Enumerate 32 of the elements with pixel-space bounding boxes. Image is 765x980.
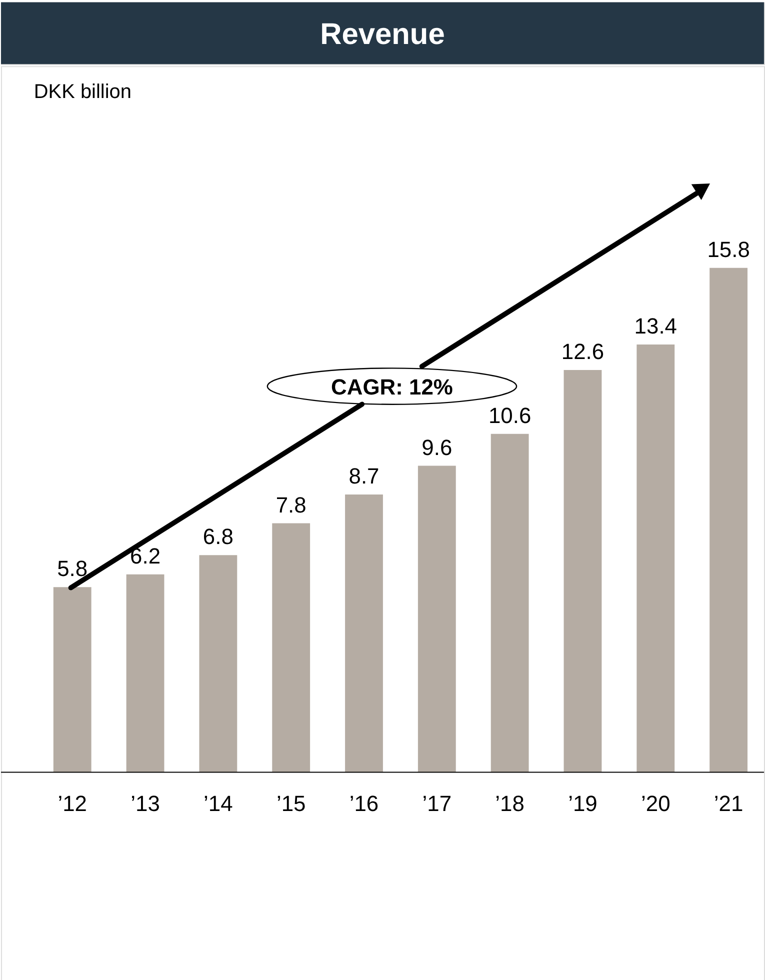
- text: DKK billion: [34, 81, 132, 104]
- data-label: 6.8: [202, 524, 234, 550]
- bar: [490, 434, 529, 772]
- x-tick-label: ’13: [130, 791, 160, 816]
- x-tick-label: ’17: [422, 791, 452, 816]
- bar: [272, 523, 310, 772]
- data-label: 15.8: [707, 236, 750, 262]
- bar: [345, 494, 383, 772]
- data-label: 13.4: [634, 314, 677, 339]
- bar: [636, 344, 675, 772]
- x-tick-label: ’14: [204, 791, 233, 816]
- x-tick-label: ’18: [495, 791, 524, 816]
- bar: [199, 555, 238, 772]
- bar: [53, 587, 92, 772]
- bar: [418, 466, 456, 772]
- x-tick-label: ’21: [714, 791, 744, 816]
- x-tick-label: ’20: [640, 791, 670, 816]
- annotation: CAGR: 12%: [331, 374, 453, 400]
- x-tick-label: ’12: [58, 791, 87, 816]
- data-label: 10.6: [488, 402, 532, 428]
- x-tick-label: ’19: [568, 791, 598, 816]
- x-tick-label: ’15: [276, 791, 306, 816]
- bar: [126, 574, 164, 772]
- data-label: 7.8: [276, 492, 306, 518]
- chart-title: Revenue: [320, 18, 445, 52]
- data-label: 8.7: [348, 464, 380, 489]
- data-label: 9.6: [422, 434, 452, 460]
- x-tick-label: ’16: [349, 791, 379, 816]
- data-label: 5.8: [57, 556, 88, 582]
- bar: [710, 268, 748, 772]
- bar: [564, 370, 602, 772]
- data-label: 12.6: [561, 339, 604, 364]
